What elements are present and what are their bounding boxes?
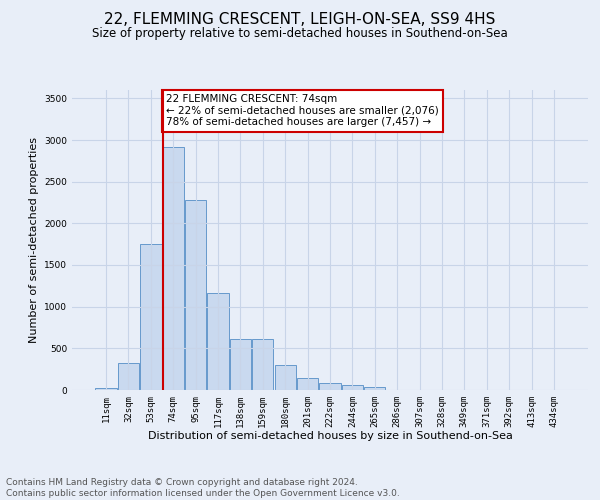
Text: 22, FLEMMING CRESCENT, LEIGH-ON-SEA, SS9 4HS: 22, FLEMMING CRESCENT, LEIGH-ON-SEA, SS9…: [104, 12, 496, 28]
Bar: [297, 378, 318, 390]
Bar: [118, 362, 139, 390]
Bar: [275, 365, 296, 390]
Bar: [319, 384, 341, 390]
Bar: [208, 292, 229, 390]
Bar: [230, 339, 251, 390]
X-axis label: Distribution of semi-detached houses by size in Southend-on-Sea: Distribution of semi-detached houses by …: [148, 432, 512, 442]
Text: 22 FLEMMING CRESCENT: 74sqm
← 22% of semi-detached houses are smaller (2,076)
78: 22 FLEMMING CRESCENT: 74sqm ← 22% of sem…: [166, 94, 439, 128]
Y-axis label: Number of semi-detached properties: Number of semi-detached properties: [29, 137, 38, 343]
Bar: [252, 339, 274, 390]
Bar: [95, 388, 117, 390]
Bar: [364, 386, 385, 390]
Bar: [342, 385, 363, 390]
Text: Contains HM Land Registry data © Crown copyright and database right 2024.
Contai: Contains HM Land Registry data © Crown c…: [6, 478, 400, 498]
Bar: [185, 200, 206, 390]
Text: Size of property relative to semi-detached houses in Southend-on-Sea: Size of property relative to semi-detach…: [92, 28, 508, 40]
Bar: [140, 244, 161, 390]
Bar: [163, 146, 184, 390]
